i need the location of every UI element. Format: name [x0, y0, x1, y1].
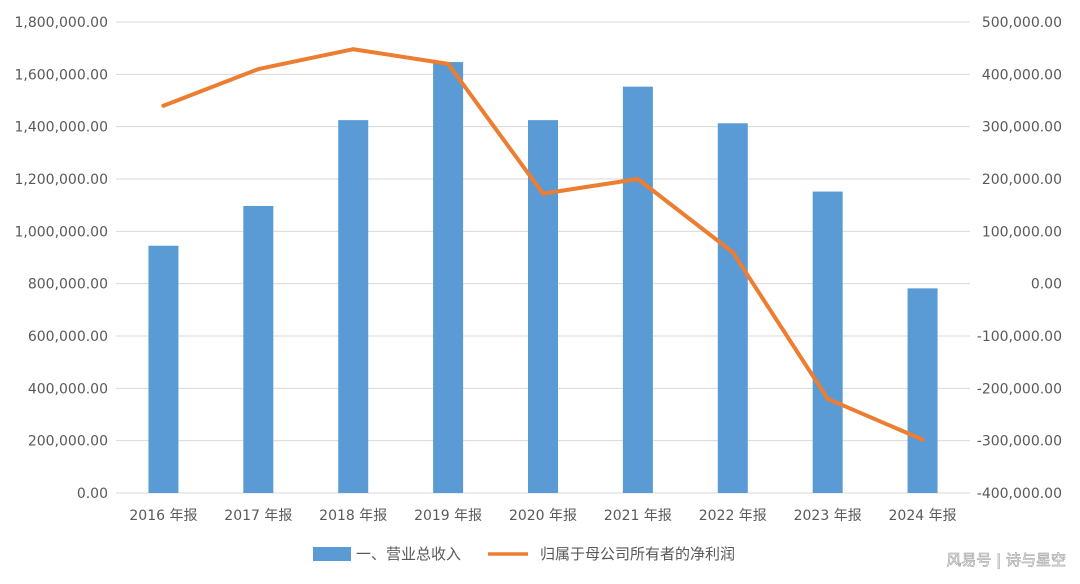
- net-profit-point: [825, 396, 830, 401]
- net-profit-point: [541, 191, 545, 196]
- legend-label-net-profit: 归属于母公司所有者的净利润: [540, 545, 735, 563]
- right-tick-label: -200,000.00: [977, 381, 1062, 397]
- watermark-text: 风易号 | 诗与星空: [946, 551, 1066, 569]
- net-profit-point: [920, 437, 925, 442]
- left-tick-label: 1,800,000.00: [14, 15, 108, 31]
- revenue-bar: [243, 205, 274, 493]
- left-tick-label: 600,000.00: [28, 329, 108, 345]
- x-tick-label: 2021 年报: [604, 508, 672, 524]
- revenue-bar: [622, 86, 653, 494]
- right-tick-label: -400,000.00: [977, 486, 1062, 502]
- left-tick-label: 0.00: [77, 486, 108, 502]
- left-axis-ticks: 0.00 200,000.00 400,000.00 600,000.00 800,00…: [14, 15, 108, 502]
- net-profit-point: [351, 47, 356, 52]
- right-tick-label: 300,000.00: [982, 120, 1062, 136]
- x-tick-label: 2016 年报: [129, 508, 197, 524]
- revenue-bar: [907, 288, 938, 493]
- left-tick-label: 1,400,000.00: [14, 120, 108, 136]
- revenue-bars: [148, 62, 938, 494]
- x-tick-label: 2024 年报: [889, 508, 957, 524]
- x-tick-label: 2018 年报: [319, 508, 387, 524]
- left-tick-label: 400,000.00: [28, 381, 108, 397]
- left-tick-label: 1,600,000.00: [14, 67, 108, 83]
- right-tick-label: 200,000.00: [982, 172, 1062, 188]
- net-profit-point: [730, 250, 735, 255]
- x-tick-label: 2023 年报: [794, 508, 862, 524]
- revenue-bar: [148, 245, 179, 493]
- watermark: 风易号 | 诗与星空: [946, 551, 1066, 570]
- net-profit-point: [635, 177, 640, 181]
- x-tick-label: 2019 年报: [414, 508, 482, 524]
- right-tick-label: 400,000.00: [982, 67, 1062, 83]
- right-tick-label: -100,000.00: [977, 329, 1062, 345]
- x-tick-label: 2020 年报: [509, 508, 577, 524]
- net-profit-line: [161, 47, 925, 442]
- net-profit-point: [256, 67, 261, 72]
- right-tick-label: 0.00: [1031, 277, 1062, 293]
- revenue-bar: [717, 123, 748, 493]
- right-tick-label: 500,000.00: [982, 15, 1062, 31]
- left-tick-label: 800,000.00: [28, 277, 108, 293]
- x-tick-label: 2022 年报: [699, 508, 767, 524]
- legend: 一、营业总收入 归属于母公司所有者的净利润: [313, 545, 735, 563]
- left-tick-label: 200,000.00: [28, 434, 108, 450]
- legend-swatch-revenue: [313, 547, 351, 561]
- x-axis-ticks: 2016 年报 2017 年报 2018 年报 2019 年报 2020 年报 2021 …: [129, 508, 956, 524]
- revenue-bar: [338, 120, 369, 493]
- left-tick-label: 1,200,000.00: [14, 172, 108, 188]
- revenue-bar: [433, 62, 464, 493]
- x-tick-label: 2017 年报: [224, 508, 292, 524]
- net-profit-point: [446, 61, 451, 66]
- left-tick-label: 1,000,000.00: [14, 224, 108, 240]
- legend-label-revenue: 一、营业总收入: [356, 545, 461, 563]
- right-tick-label: 100,000.00: [982, 224, 1062, 240]
- revenue-bar: [812, 191, 843, 493]
- net-profit-point: [161, 103, 166, 108]
- right-tick-label: -300,000.00: [977, 434, 1062, 450]
- right-axis-ticks: -400,000.00 -300,000.00 -200,000.00 -100,00…: [977, 15, 1062, 502]
